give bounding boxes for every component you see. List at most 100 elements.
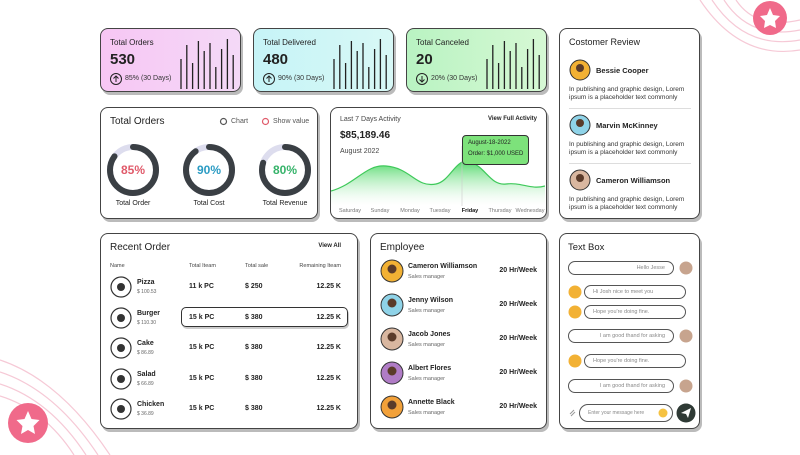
gauge-value: 85% — [120, 163, 146, 177]
activity-panel: Last 7 Days Activity View Full Activity $8… — [330, 107, 547, 219]
employee-role: Sales manager — [408, 342, 445, 348]
stat-title: Total Delivered — [263, 38, 316, 47]
change-arrow — [419, 76, 425, 83]
day-label: Monday — [400, 208, 420, 214]
remaining-items: 12.25 K — [316, 313, 341, 321]
item-price: $ 100.53 — [137, 289, 157, 295]
change-icon — [110, 73, 122, 85]
column-header: Name — [110, 263, 125, 269]
reviewer-name: Cameron Williamson — [596, 176, 671, 185]
attach-icon — [569, 409, 576, 417]
day-label: Tuesday — [429, 208, 451, 214]
gauge-label: Total Cost — [193, 200, 225, 207]
graphic — [380, 259, 404, 283]
employee-hours: 20 Hr/Week — [499, 335, 537, 342]
total-items: 15 k PC — [189, 344, 215, 351]
day-label: Wednesday — [515, 208, 545, 214]
review-title: Costomer Review — [569, 37, 641, 47]
stat-value: 530 — [110, 51, 136, 68]
stat-card: Total Delivered 480 90% (30 Days) — [253, 28, 394, 92]
change-arrow — [266, 75, 272, 82]
graphic — [110, 337, 132, 359]
remaining-items: 12.25 K — [316, 283, 341, 290]
graphic — [261, 117, 270, 126]
total-sale: $ 380 — [245, 344, 263, 351]
item-name: Cake — [137, 340, 154, 347]
avatar-face — [387, 298, 397, 308]
orders-panel: Total Orders Chart Show value 85% Total Orde… — [100, 107, 318, 219]
tooltip-date: August-18-2022 — [468, 140, 511, 146]
change-icon — [416, 73, 428, 85]
day-label: Sunday — [370, 208, 390, 214]
divider — [569, 108, 691, 109]
employee-role: Sales manager — [408, 410, 445, 416]
change-icon — [263, 73, 275, 85]
panel-title: Recent Order — [110, 242, 171, 253]
employee-hours: 20 Hr/Week — [499, 403, 537, 410]
graphic — [568, 354, 582, 368]
employee-panel: Employee Cameron Williamson Sales manager 2… — [370, 233, 547, 429]
panel-title: Total Orders — [110, 116, 165, 127]
employee-role: Sales manager — [408, 376, 445, 382]
avatar-face — [387, 264, 397, 274]
stat-value: 20 — [416, 51, 433, 68]
message-bubble: Hope you're doing fine. — [584, 354, 686, 368]
send-icon — [681, 408, 691, 418]
food-glyph — [117, 374, 125, 383]
graphic — [679, 329, 693, 343]
avatar — [568, 354, 582, 368]
tooltip: August-18-2022 Order: $1,000 USED — [462, 135, 529, 165]
message-text: Hope you're doing fine. — [593, 309, 650, 315]
item-price: $ 66.89 — [137, 380, 154, 387]
message-bubble: I am good thand for asking — [568, 379, 674, 393]
message-text: Hi Josh nice to meet you — [593, 289, 654, 295]
text-box-panel: Text Box Hello Jesse Hi Josh nice to meet … — [559, 233, 700, 429]
graphic — [380, 395, 404, 419]
reviewer-name: Marvin McKinney — [596, 121, 658, 130]
reviewer-name: Bessie Cooper — [596, 66, 649, 75]
avatar-face — [576, 174, 584, 182]
employee-hours: 20 Hr/Week — [499, 369, 537, 376]
column-header: Total Iteam — [189, 263, 216, 269]
graphic — [568, 305, 582, 319]
total-sale: $ 380 — [245, 374, 263, 382]
stat-card: Total Orders 530 85% (30 Days) — [100, 28, 241, 92]
panel-title: Text Box — [568, 242, 605, 253]
input-placeholder: Enter your message here — [588, 410, 645, 416]
graphic — [110, 276, 132, 298]
total-items: 15 k PC — [189, 374, 215, 382]
stat-value: 480 — [263, 51, 289, 68]
avatar-face — [387, 400, 397, 410]
recent-order-panel: Recent Order View All Name Total Iteam Total… — [100, 233, 358, 429]
employee-name: Cameron Williamson — [408, 263, 478, 270]
graphic — [380, 361, 404, 385]
legend-label: Show value — [273, 118, 310, 125]
total-sale: $ 250 — [245, 283, 263, 290]
total-items: 15 k PC — [189, 313, 215, 321]
review-text: In publishing and graphic design, Lorem … — [569, 196, 685, 211]
day-label: Thursday — [488, 208, 512, 214]
food-glyph — [117, 283, 125, 291]
graphic — [380, 327, 404, 351]
avatar-face — [387, 366, 397, 376]
activity-title: Last 7 Days Activity — [340, 116, 401, 123]
column-header: Remaining Iteam — [299, 263, 341, 269]
emoji-icon — [658, 408, 668, 418]
avatar — [679, 261, 693, 275]
panel-title: Employee — [380, 242, 425, 253]
employee-name: Jenny Wilson — [408, 297, 454, 304]
graphic — [679, 379, 693, 393]
message-text: I am good thand for asking — [599, 383, 665, 389]
remaining-items: 12.25 K — [316, 405, 341, 412]
employee-role: Sales manager — [408, 274, 445, 280]
avatar — [679, 329, 693, 343]
stat-card: Total Canceled 20 20% (30 Days) — [406, 28, 547, 92]
remaining-items: 12.25 K — [316, 374, 341, 382]
avatar-face — [576, 119, 584, 127]
stat-change: 90% (30 Days) — [278, 75, 325, 82]
tooltip-order: Order: $1,000 USED — [468, 151, 524, 157]
send-button[interactable] — [676, 403, 696, 423]
gauge-arc — [107, 144, 159, 196]
message-bubble: I am good thand for asking — [568, 329, 674, 343]
